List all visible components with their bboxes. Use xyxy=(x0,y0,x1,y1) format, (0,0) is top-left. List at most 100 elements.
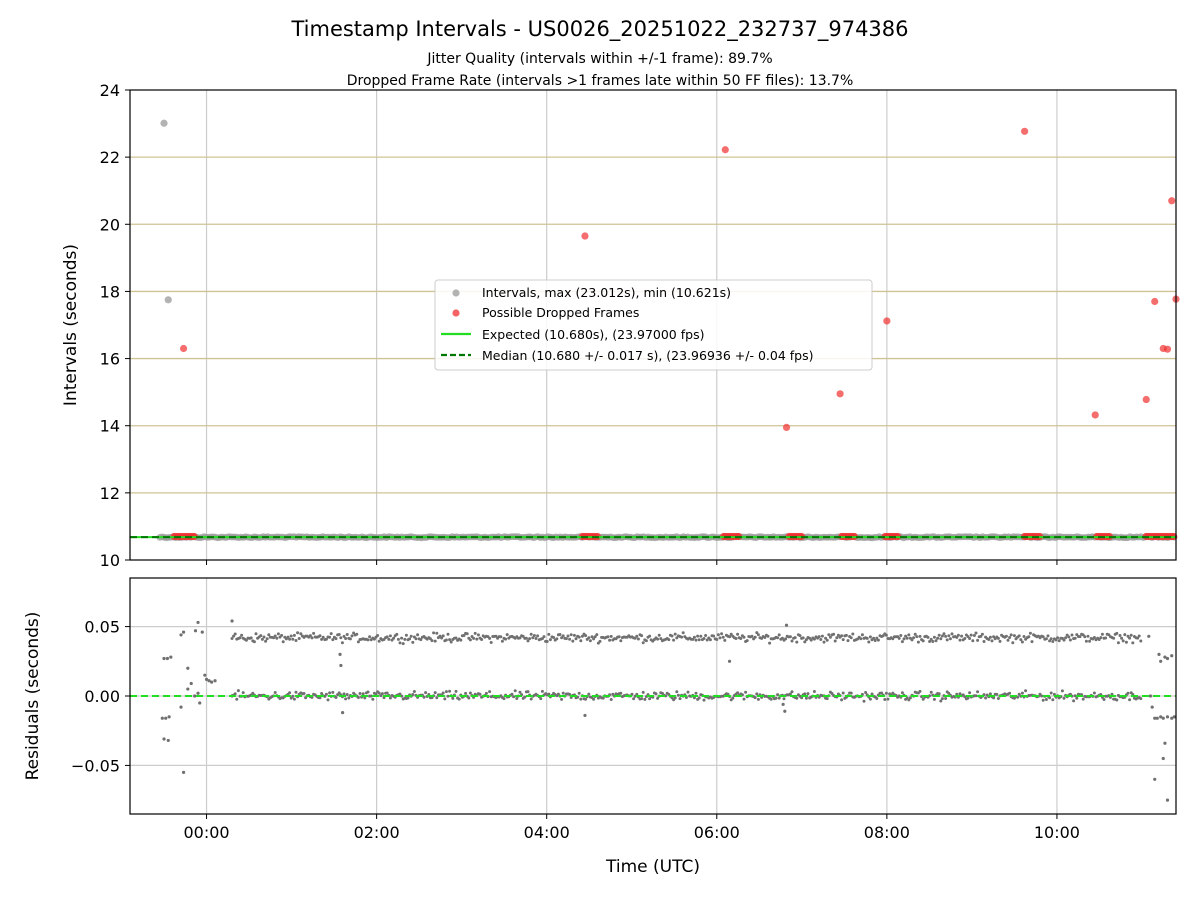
residual-point xyxy=(196,691,200,695)
residual-point xyxy=(392,636,396,640)
residual-point xyxy=(1008,636,1012,639)
residual-point xyxy=(1012,634,1016,638)
residual-point xyxy=(753,696,757,700)
residual-point xyxy=(870,692,874,696)
residual-point xyxy=(609,634,613,638)
residual-point xyxy=(1020,691,1024,695)
residual-point xyxy=(548,638,552,642)
residual-point xyxy=(1044,698,1048,701)
residual-point xyxy=(936,636,940,640)
residual-point xyxy=(200,630,204,634)
residual-point xyxy=(910,638,914,642)
residual-point xyxy=(355,632,359,636)
dropped-frame-point xyxy=(179,344,188,353)
residual-point xyxy=(726,692,730,696)
bottom-axis-ticks: 00:00 02:00 04:00 06:00 08:00 10:00 −0.05 0.00 0… xyxy=(71,618,1080,842)
residual-point xyxy=(388,634,392,638)
bottom-y-tick-label: 0.05 xyxy=(84,618,120,637)
dropped-frame-point xyxy=(721,146,729,154)
residual-point xyxy=(574,637,578,641)
residual-point xyxy=(598,639,602,643)
residual-point xyxy=(801,636,805,640)
residual-point xyxy=(510,692,514,696)
residual-point xyxy=(820,634,824,638)
residual-point xyxy=(162,656,166,661)
top-y-tick-label: 16 xyxy=(100,350,120,369)
residual-point xyxy=(859,637,863,641)
residual-point xyxy=(587,636,591,640)
residual-point xyxy=(926,635,930,639)
residual-point xyxy=(376,634,380,637)
residual-point xyxy=(1068,638,1072,642)
top-y-tick-label: 10 xyxy=(100,551,120,570)
residual-point xyxy=(1056,636,1060,640)
residual-point xyxy=(488,636,492,640)
residual-point xyxy=(196,620,200,625)
residual-point xyxy=(812,690,816,693)
residual-point xyxy=(640,634,644,638)
residual-point xyxy=(385,635,389,639)
residual-point xyxy=(372,637,376,641)
residual-point xyxy=(673,632,677,636)
residual-point xyxy=(310,636,314,640)
residual-point xyxy=(1147,634,1151,638)
residual-point xyxy=(504,637,508,641)
residual-point xyxy=(1004,634,1008,638)
residual-point xyxy=(1048,639,1052,643)
dropped-frame-point xyxy=(1151,297,1159,306)
residual-point xyxy=(430,639,434,643)
residual-point xyxy=(992,635,996,639)
residual-point xyxy=(1067,635,1071,639)
residual-point xyxy=(529,632,533,636)
residual-point xyxy=(480,638,484,641)
legend-label-expected: Expected (10.680s), (23.97000 fps) xyxy=(482,327,704,342)
residual-point xyxy=(1054,638,1058,642)
residual-point xyxy=(875,697,879,700)
residual-point xyxy=(827,633,831,637)
residual-point xyxy=(990,639,994,643)
residual-point xyxy=(734,637,738,640)
residual-point xyxy=(745,639,749,643)
residual-point xyxy=(844,633,848,637)
residual-point xyxy=(817,635,821,639)
residual-point xyxy=(341,711,345,715)
residual-point xyxy=(411,693,415,696)
residual-point xyxy=(518,636,522,640)
residual-point xyxy=(675,636,679,640)
residual-point xyxy=(291,694,295,698)
residual-point xyxy=(340,641,344,645)
residual-point xyxy=(803,692,807,696)
residual-point xyxy=(704,634,708,637)
residual-point xyxy=(558,633,562,636)
residual-point xyxy=(449,640,453,644)
residual-point xyxy=(345,693,349,696)
residual-point xyxy=(337,633,341,636)
residual-point xyxy=(1051,640,1055,643)
residual-point xyxy=(478,692,482,696)
residual-point xyxy=(339,636,343,640)
residual-point xyxy=(862,699,866,703)
residual-point xyxy=(302,692,306,695)
residual-point xyxy=(1027,635,1031,639)
residual-point xyxy=(633,636,637,640)
residual-point xyxy=(590,635,594,639)
residual-point xyxy=(1161,756,1165,761)
x-tick-label: 04:00 xyxy=(524,823,570,842)
residual-point xyxy=(320,692,324,695)
residual-point xyxy=(348,637,352,641)
residual-point xyxy=(323,694,327,698)
residual-point xyxy=(468,691,472,695)
residual-point xyxy=(702,637,706,640)
residual-point xyxy=(169,655,173,659)
residual-point xyxy=(1153,716,1157,720)
residual-point xyxy=(944,697,948,700)
residual-point xyxy=(948,637,952,641)
residual-point xyxy=(1006,638,1010,642)
residual-point xyxy=(980,632,984,636)
residual-point xyxy=(780,636,784,640)
residual-point xyxy=(328,691,332,695)
residual-point xyxy=(396,637,400,641)
residual-point xyxy=(868,697,872,701)
residual-point xyxy=(849,691,853,695)
residual-point xyxy=(781,702,785,706)
